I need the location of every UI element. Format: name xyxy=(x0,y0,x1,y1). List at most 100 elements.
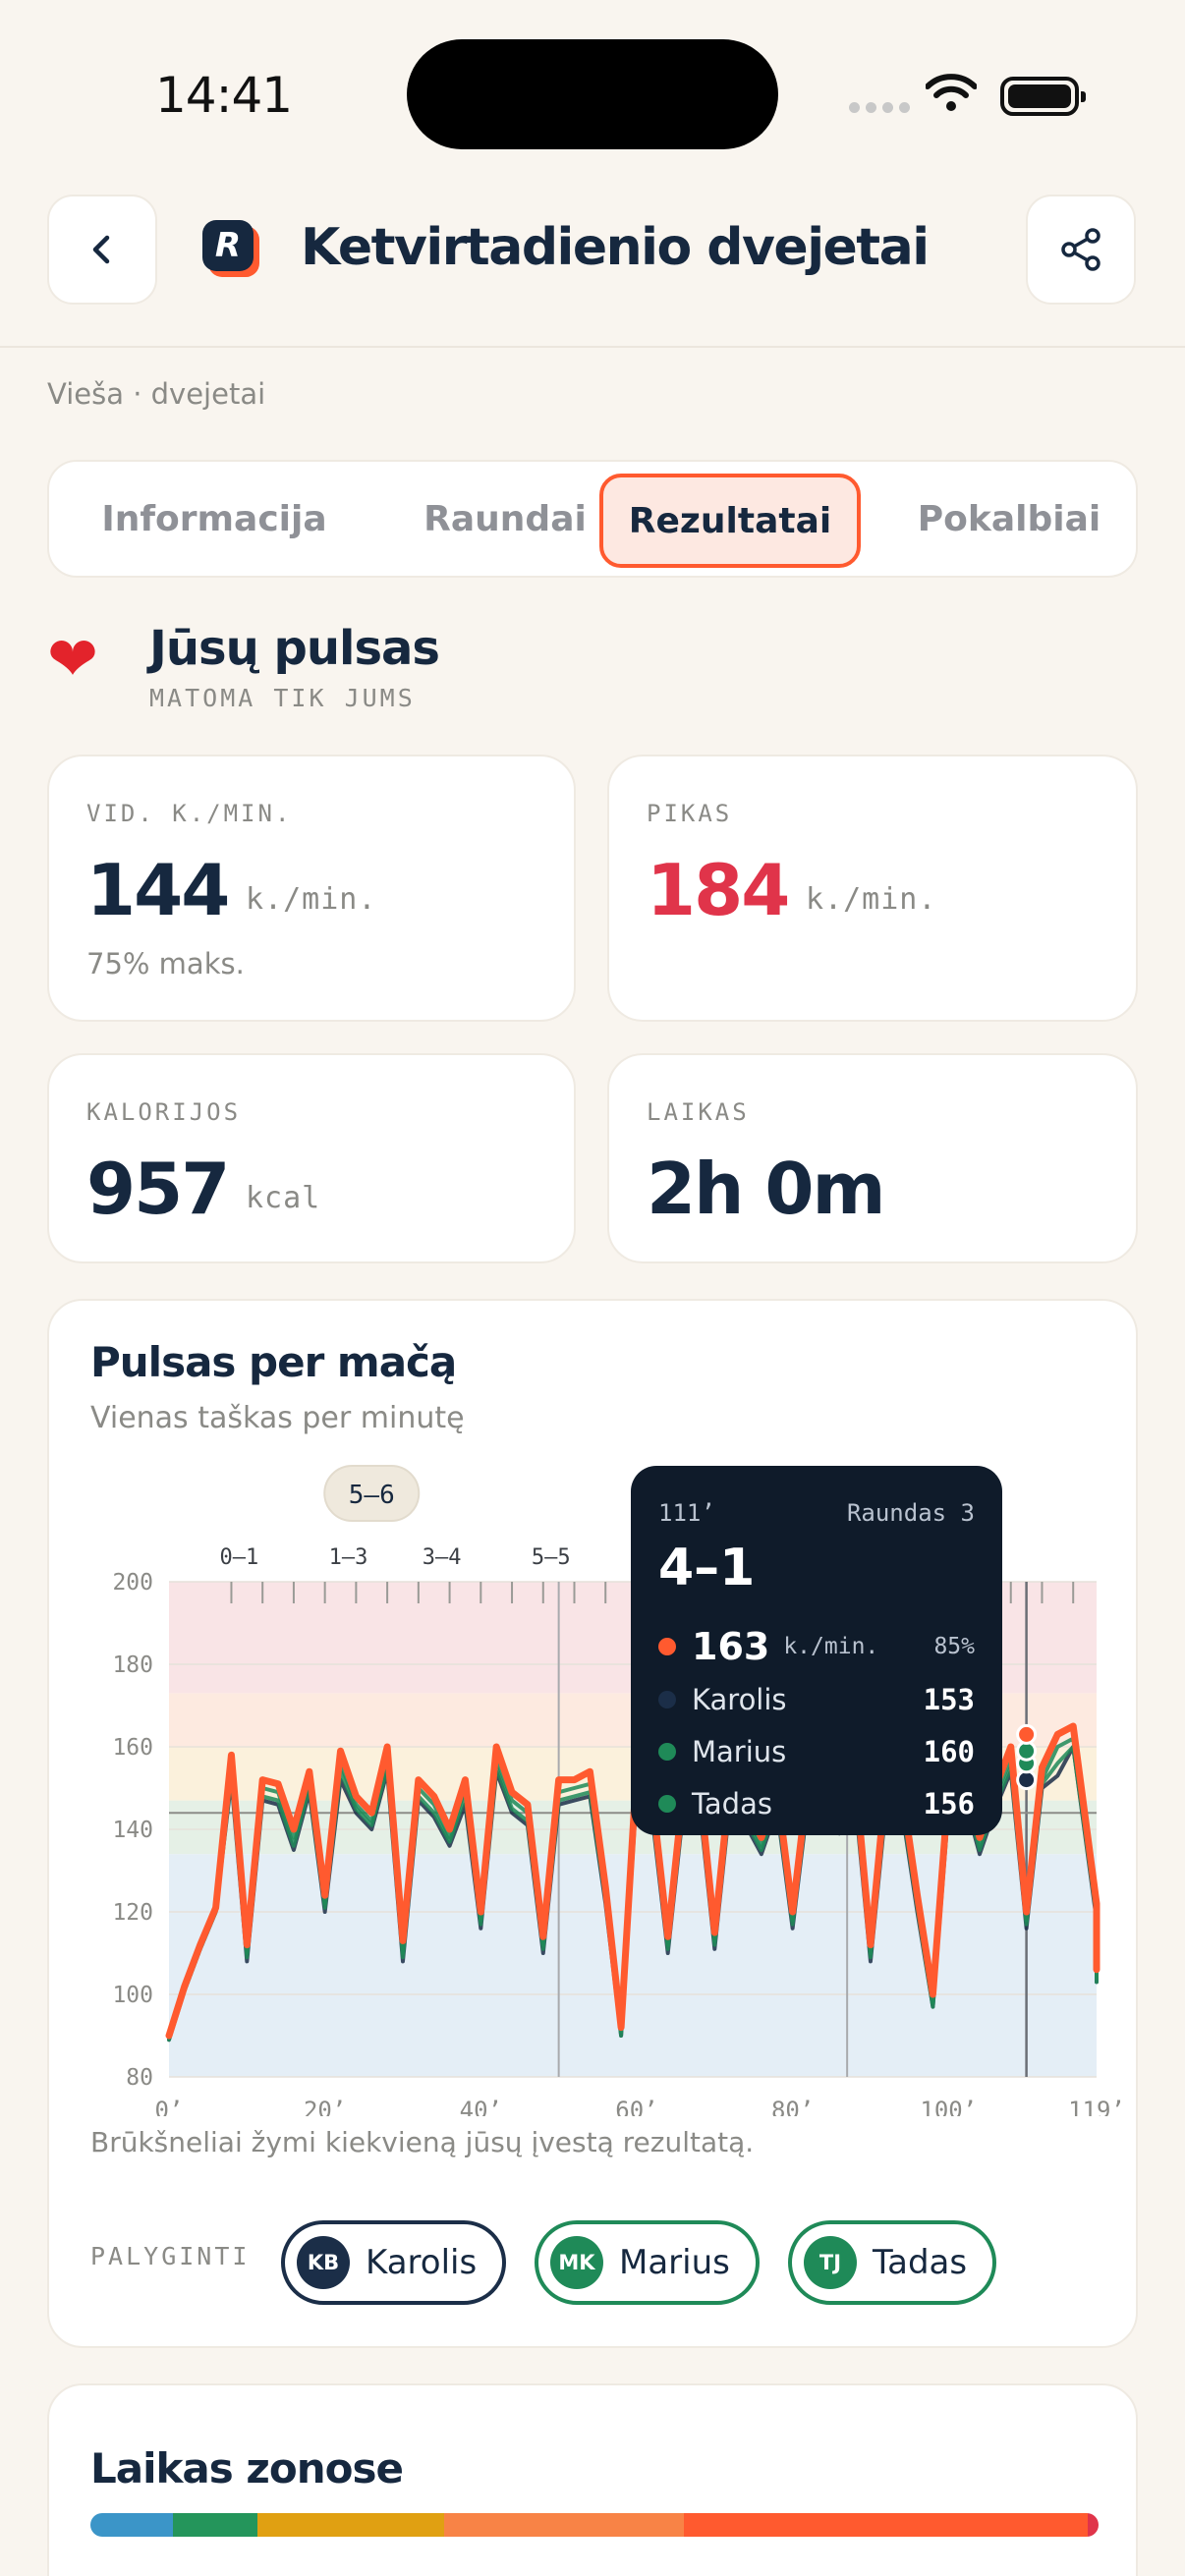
y-tick-label: 80 xyxy=(126,2065,153,2091)
zones-bar xyxy=(90,2513,1099,2537)
x-tick-label: 40’ xyxy=(460,2097,502,2116)
tooltip-row-marius: Marius 160 xyxy=(658,1732,975,1771)
tooltip-row-tadas: Tadas 156 xyxy=(658,1784,975,1823)
dynamic-island xyxy=(407,39,778,149)
stat-unit: k./min. xyxy=(246,882,377,917)
x-tick-label: 0’ xyxy=(155,2097,184,2116)
y-tick-label: 100 xyxy=(112,1983,153,2008)
zone-segment xyxy=(1087,2513,1099,2537)
series-dot xyxy=(658,1795,676,1813)
chart-tooltip: 111’ Raundas 3 4–1 163 k./min. 85% Karol… xyxy=(631,1466,1002,1835)
zone-segment xyxy=(444,2513,685,2537)
zones-title: Laikas zonose xyxy=(90,2444,404,2492)
tab-rezultatai[interactable]: Rezultatai xyxy=(599,474,861,568)
series-dot xyxy=(658,1691,676,1708)
tooltip-time: 111’ xyxy=(658,1499,715,1527)
logo-letter: R xyxy=(202,220,254,271)
stat-value: 957 xyxy=(86,1148,230,1230)
battery-icon xyxy=(1000,77,1086,116)
page-title: Ketvirtadienio dvejetai xyxy=(301,218,930,277)
chip-label: Tadas xyxy=(873,2243,968,2282)
zone-segment xyxy=(173,2513,258,2537)
tooltip-round: Raundas 3 xyxy=(846,1499,975,1527)
x-tick-label: 20’ xyxy=(304,2097,346,2116)
stat-card-peak: PIKAS 184 k./min. xyxy=(607,755,1138,1022)
score-label: 0–1 xyxy=(220,1545,259,1570)
pulse-subheading: MATOMA TIK JUMS xyxy=(149,684,416,712)
tab-pokalbiai[interactable]: Pokalbiai xyxy=(917,498,1101,539)
share-button[interactable] xyxy=(1026,195,1136,305)
tooltip-value: 163 xyxy=(692,1625,770,1668)
avatar: TJ xyxy=(804,2236,857,2289)
stat-card-calories: KALORIJOS 957 kcal xyxy=(47,1053,576,1263)
score-bubble-label: 5–6 xyxy=(349,1481,395,1510)
tab-bar: Informacija Raundai Rezultatai Pokalbiai xyxy=(47,460,1138,578)
tooltip-name: Tadas xyxy=(692,1787,772,1820)
header-divider xyxy=(0,346,1185,348)
score-label: 1–3 xyxy=(329,1545,368,1570)
avatar: KB xyxy=(297,2236,350,2289)
score-bubble xyxy=(323,1465,421,1522)
status-time: 14:41 xyxy=(155,67,293,124)
tooltip-value: 160 xyxy=(923,1735,975,1768)
y-tick-label: 200 xyxy=(112,1570,153,1596)
zone-segment xyxy=(257,2513,445,2537)
stat-label: KALORIJOS xyxy=(86,1098,242,1126)
x-tick-label: 100’ xyxy=(920,2097,977,2116)
x-tick-label: 80’ xyxy=(771,2097,814,2116)
tooltip-score: 4–1 xyxy=(658,1539,756,1597)
compare-label: PALYGINTI xyxy=(90,2242,251,2270)
y-tick-label: 140 xyxy=(112,1818,153,1843)
tooltip-unit: k./min. xyxy=(783,1634,879,1659)
x-tick-label: 119’ xyxy=(1068,2097,1125,2116)
stat-value: 144 xyxy=(86,849,230,931)
back-button[interactable] xyxy=(47,195,157,305)
x-tick-label: 60’ xyxy=(615,2097,657,2116)
chip-label: Marius xyxy=(619,2243,730,2282)
stat-label: PIKAS xyxy=(647,800,733,827)
compare-chip-marius[interactable]: MK Marius xyxy=(535,2220,760,2305)
tooltip-row-karolis: Karolis 153 xyxy=(658,1680,975,1719)
score-label: 3–4 xyxy=(423,1545,462,1570)
tab-raundai[interactable]: Raundai xyxy=(423,498,587,539)
stat-label: LAIKAS xyxy=(647,1098,750,1126)
tooltip-row-you: 163 k./min. 85% xyxy=(658,1625,975,1668)
stat-unit: k./min. xyxy=(806,882,937,917)
zone-segment xyxy=(90,2513,174,2537)
stat-label: VID. K./MIN. xyxy=(86,800,293,827)
pulse-heading: Jūsų pulsas xyxy=(149,621,440,676)
chart-footnote: Brūkšneliai žymi kiekvieną jūsų įvestą r… xyxy=(90,2126,755,2158)
event-meta: Vieša · dvejetai xyxy=(47,377,266,411)
y-tick-label: 160 xyxy=(112,1735,153,1761)
app-logo: R xyxy=(202,220,259,277)
cellular-signal-icon xyxy=(849,102,910,113)
series-dot xyxy=(658,1638,676,1655)
chevron-left-icon xyxy=(92,235,110,264)
share-icon xyxy=(1061,228,1100,271)
stat-card-time: LAIKAS 2h 0m xyxy=(607,1053,1138,1263)
chart-subtitle: Vienas taškas per minutę xyxy=(90,1401,465,1435)
compare-chip-tadas[interactable]: TJ Tadas xyxy=(788,2220,997,2305)
compare-chip-karolis[interactable]: KB Karolis xyxy=(281,2220,507,2305)
tooltip-value: 156 xyxy=(923,1787,975,1820)
score-label: 5–5 xyxy=(532,1545,571,1570)
y-tick-label: 120 xyxy=(112,1900,153,1926)
heart-icon: ❤ xyxy=(47,623,98,695)
tab-informacija[interactable]: Informacija xyxy=(101,498,327,539)
zone-segment xyxy=(684,2513,1088,2537)
stat-card-avg: VID. K./MIN. 144 k./min. 75% maks. xyxy=(47,755,576,1022)
tooltip-name: Karolis xyxy=(692,1683,787,1716)
stat-unit: kcal xyxy=(246,1181,321,1215)
tooltip-value: 153 xyxy=(923,1683,975,1716)
stat-value: 2h 0m xyxy=(647,1148,886,1230)
stat-value: 184 xyxy=(647,849,790,931)
y-tick-label: 180 xyxy=(112,1652,153,1678)
chip-label: Karolis xyxy=(366,2243,478,2282)
chart-title: Pulsas per mačą xyxy=(90,1338,457,1386)
zones-card: Laikas zonose xyxy=(47,2383,1138,2576)
tooltip-pct: 85% xyxy=(933,1634,975,1659)
hover-dot xyxy=(1016,1723,1038,1745)
series-dot xyxy=(658,1743,676,1761)
wifi-icon xyxy=(926,74,977,111)
tooltip-name: Marius xyxy=(692,1735,787,1768)
